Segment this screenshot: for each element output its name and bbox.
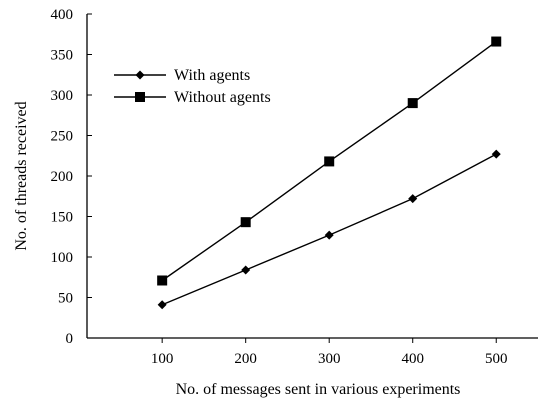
series-line [161,153,497,306]
data-point [157,275,168,286]
y-tick-label: 150 [51,210,74,226]
x-tick-label: 400 [401,351,424,367]
legend-label: With agents [174,67,250,84]
y-tick-label: 350 [51,48,74,64]
y-tick-label: 50 [58,291,73,307]
legend-item: With agents [114,67,250,84]
series-layer [157,36,502,310]
y-tick-label: 300 [51,88,74,104]
y-tick-label: 200 [51,169,74,185]
y-tick-label: 400 [51,7,74,23]
data-point [324,230,334,240]
y-axis-ticks: 0 50 100 150 200 250 300 350 400 [51,7,92,347]
x-axis-ticks: 100 200 300 400 500 [151,338,508,367]
x-tick-label: 300 [318,351,341,367]
data-point [241,265,251,275]
data-point [408,194,418,204]
y-axis-title: No. of threads received [13,101,30,250]
legend-marker [135,92,145,102]
y-tick-label: 250 [51,129,74,145]
series-1 [157,149,501,310]
data-point [324,156,335,167]
x-tick-label: 200 [234,351,257,367]
data-point [240,217,251,228]
series-2 [157,36,502,286]
legend-marker [135,70,145,80]
data-point [407,98,418,109]
legend-item: Without agents [114,89,271,106]
data-point [491,149,501,159]
data-point [157,300,167,310]
x-tick-label: 100 [151,351,174,367]
data-point [491,36,502,47]
x-tick-label: 500 [485,351,508,367]
x-axis-title: No. of messages sent in various experime… [176,381,461,398]
y-tick-label: 100 [51,250,74,266]
y-tick-label: 0 [66,331,74,347]
axes [86,14,538,339]
legend: With agents Without agents [114,67,271,106]
legend-label: Without agents [174,89,271,106]
